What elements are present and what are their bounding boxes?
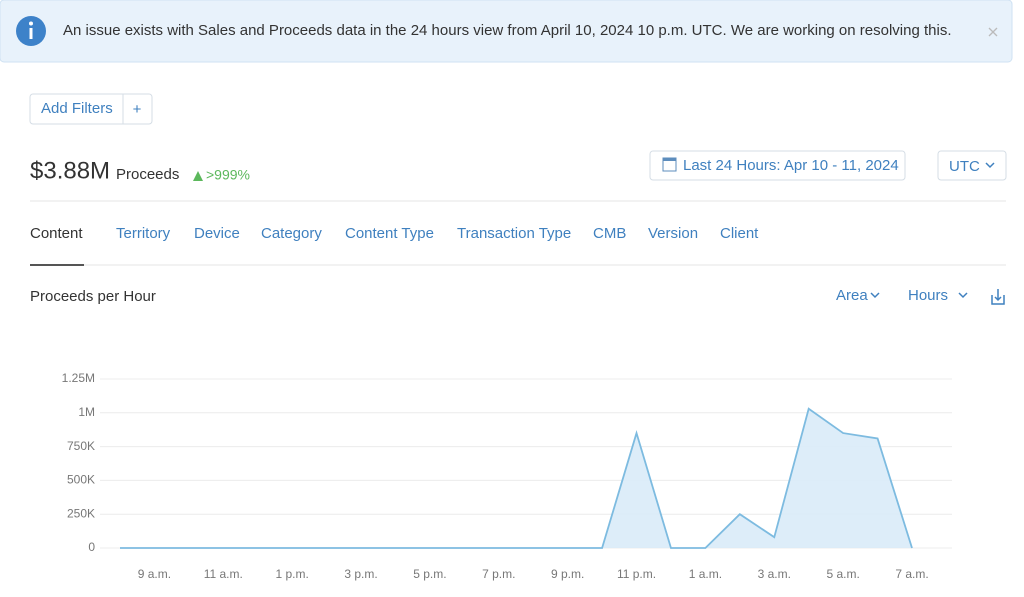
- add-filter-plus[interactable]: +: [133, 101, 142, 118]
- tab[interactable]: Content Type: [345, 225, 434, 242]
- x-tick-label: 7 a.m.: [895, 567, 928, 581]
- tab[interactable]: Category: [261, 225, 322, 242]
- download-icon[interactable]: [991, 289, 1005, 305]
- x-tick-label: 7 p.m.: [482, 567, 515, 581]
- chevron: [870, 292, 880, 299]
- timezone-button[interactable]: [937, 150, 1007, 181]
- y-tick-label: 1.25M: [62, 371, 95, 385]
- chevron: [985, 162, 995, 169]
- chart-type[interactable]: Area: [836, 287, 868, 304]
- x-tick-label: 11 a.m.: [204, 567, 243, 581]
- x-tick-label: 3 a.m.: [758, 567, 791, 581]
- area-line: [120, 407, 913, 549]
- x-tick-label: 5 p.m.: [413, 567, 446, 581]
- date-range[interactable]: Last 24 Hours: Apr 10 - 11, 2024: [683, 157, 899, 174]
- proceeds-label: Proceeds: [116, 166, 179, 183]
- tab[interactable]: Version: [648, 225, 698, 242]
- tab[interactable]: CMB: [593, 225, 626, 242]
- calendar-icon: [662, 157, 677, 172]
- proceeds-amount: $3.88M: [30, 157, 110, 184]
- x-tick-label: 5 a.m.: [826, 567, 859, 581]
- chart: 0 250K 500K 750K 1M 1.25M 9 a.m. 11 a.m. 1 p.m. 3…: [62, 371, 952, 581]
- tab[interactable]: Territory: [116, 225, 171, 242]
- info-icon-dot: [29, 21, 33, 26]
- up-arrow: [193, 171, 203, 181]
- y-tick-label: 500K: [67, 473, 95, 487]
- change: >999%: [206, 167, 250, 183]
- close-button[interactable]: [988, 27, 998, 37]
- tab[interactable]: Content: [30, 225, 83, 242]
- tab[interactable]: Transaction Type: [457, 225, 571, 242]
- tab[interactable]: Device: [194, 225, 240, 242]
- banner: [0, 0, 1013, 63]
- y-tick-label: 750K: [67, 439, 95, 453]
- x-tick-label: 1 p.m.: [275, 567, 308, 581]
- area-fill: [120, 408, 912, 548]
- y-tick-label: 250K: [67, 506, 95, 520]
- chart-interval[interactable]: Hours: [908, 287, 948, 304]
- banner-text: An issue exists with Sales and Proceeds …: [63, 22, 952, 39]
- x-tick-label: 3 p.m.: [344, 567, 377, 581]
- timezone[interactable]: UTC: [949, 158, 980, 175]
- x-tick-label: 11 p.m.: [617, 567, 656, 581]
- tabs: Content Territory Device Category Content Ty…: [30, 225, 759, 242]
- filter-button[interactable]: [29, 93, 153, 125]
- info-icon-stem: [29, 28, 33, 39]
- x-tick-label: 1 a.m.: [689, 567, 722, 581]
- chevron: [958, 292, 968, 299]
- x-tick-label: 9 a.m.: [138, 567, 171, 581]
- tab[interactable]: Client: [720, 225, 759, 242]
- x-tick-label: 9 p.m.: [551, 567, 584, 581]
- add-filters[interactable]: Add Filters: [41, 100, 113, 117]
- y-tick-label: 1M: [78, 405, 95, 419]
- chart-title: Proceeds per Hour: [30, 288, 156, 305]
- y-tick-label: 0: [88, 540, 95, 554]
- date-button[interactable]: [649, 150, 906, 181]
